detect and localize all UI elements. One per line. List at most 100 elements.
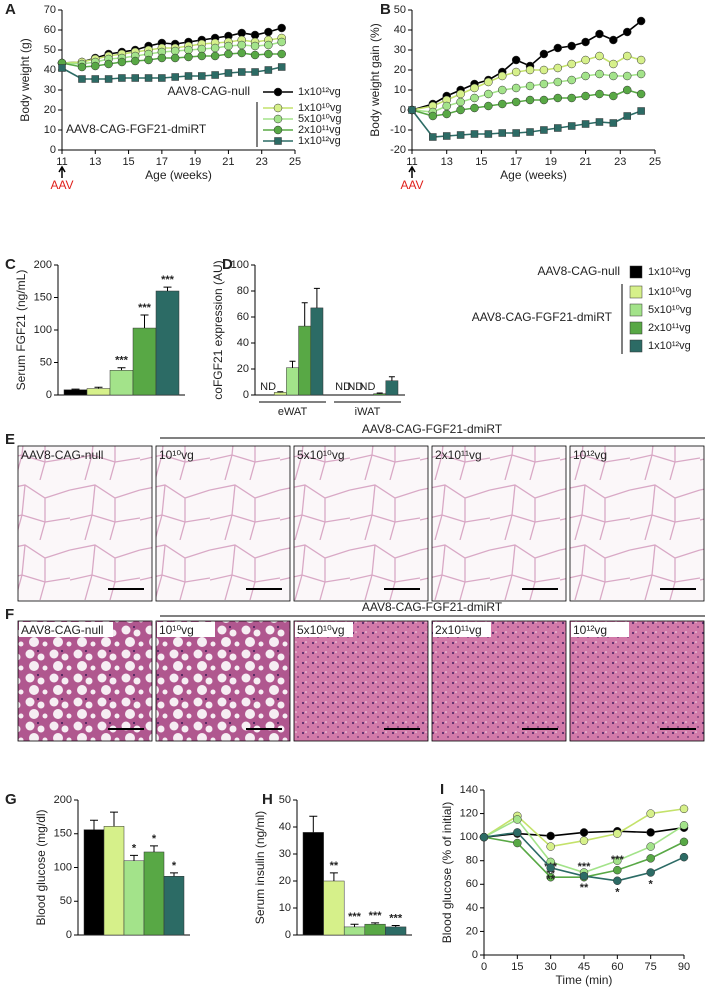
label-bg <box>433 622 491 637</box>
legend-label: 2x10¹¹vg <box>298 124 341 136</box>
bar <box>123 860 145 936</box>
error-bar <box>309 815 318 833</box>
data-point <box>622 51 632 61</box>
image-label: 10¹²vg <box>573 623 607 637</box>
data-point <box>484 77 493 87</box>
y-tick-label: 120 <box>460 807 478 819</box>
image-label: 2x10¹¹vg <box>435 623 482 637</box>
micrograph <box>17 620 153 742</box>
data-point <box>554 124 562 132</box>
data-point <box>525 95 535 105</box>
data-point <box>567 59 576 69</box>
legend-marker <box>273 87 283 97</box>
data-point <box>525 81 535 91</box>
x-tick-label: 17 <box>156 156 168 168</box>
bar <box>385 926 407 936</box>
data-point <box>579 836 589 845</box>
x-tick-label: 13 <box>89 156 101 168</box>
y-tick-label: 150 <box>54 828 72 840</box>
y-tick-label: -20 <box>390 144 406 156</box>
error-bar <box>388 376 395 381</box>
y-tick-label: 140 <box>460 784 478 796</box>
y-tick-label: 100 <box>54 861 72 873</box>
x-tick-label: 11 <box>56 156 67 168</box>
group-label: AAV8-CAG-FGF21-dmiRT <box>362 422 503 436</box>
y-tick-label: 20 <box>237 363 249 375</box>
data-point <box>210 43 220 53</box>
data-point <box>579 828 589 837</box>
legend-swatch <box>629 285 643 299</box>
y-tick-label: 100 <box>460 831 478 843</box>
y-tick-label: 0 <box>243 389 249 401</box>
legend-label: 1x10¹⁰vg <box>648 286 692 298</box>
data-point <box>567 75 576 85</box>
micrograph <box>293 620 429 742</box>
data-point <box>184 52 193 62</box>
data-point <box>553 43 563 53</box>
data-point <box>456 89 465 99</box>
data-point <box>546 842 555 851</box>
data-point <box>184 72 193 80</box>
x-tick-label: 21 <box>222 156 234 168</box>
data-point <box>250 50 260 60</box>
x-tick-label: 25 <box>649 156 661 168</box>
y-tick-label: 0 <box>472 949 478 961</box>
x-tick-label: 45 <box>578 961 590 973</box>
panel-letter: C <box>5 256 16 273</box>
x-tick-label: 23 <box>614 156 626 168</box>
y-tick-label: 0 <box>46 389 52 401</box>
value-label: ND <box>360 381 376 393</box>
bar <box>273 392 287 396</box>
data-point <box>609 35 618 45</box>
x-tick-label: 13 <box>441 156 453 168</box>
panel-letter: A <box>5 1 16 18</box>
y-tick-label: 80 <box>237 285 249 297</box>
data-point <box>539 79 549 89</box>
label-bg <box>295 622 353 637</box>
data-point <box>526 128 534 136</box>
error-bar <box>170 872 178 877</box>
data-point <box>198 72 206 80</box>
x-tick-label: 11 <box>406 156 417 168</box>
x-tick-label: iWAT <box>355 406 381 418</box>
data-point <box>498 71 507 81</box>
error-bar <box>329 872 338 881</box>
data-point <box>408 106 416 114</box>
data-point <box>679 821 689 830</box>
data-point <box>277 23 286 33</box>
bar <box>302 832 324 936</box>
data-point <box>553 63 563 73</box>
data-point <box>679 804 689 814</box>
data-point <box>511 67 521 77</box>
bar <box>310 307 324 396</box>
legend-label: 5x10¹⁰vg <box>298 113 342 125</box>
error-bar <box>140 314 149 329</box>
bar <box>163 876 185 936</box>
data-point <box>636 69 646 79</box>
data-point <box>157 53 167 63</box>
bar <box>63 389 88 396</box>
data-point <box>197 51 207 61</box>
x-tick-label: 15 <box>122 156 134 168</box>
y-tick-label: 100 <box>231 259 249 271</box>
legend-marker <box>274 137 282 145</box>
data-point <box>277 37 286 47</box>
y-tick-label: 40 <box>44 64 56 76</box>
data-point <box>525 65 535 75</box>
error-bar <box>313 287 320 308</box>
label-bg <box>157 622 215 637</box>
data-point <box>118 74 126 82</box>
data-point <box>277 63 286 71</box>
x-axis-label: Age (weeks) <box>145 168 212 182</box>
data-point <box>77 62 87 72</box>
data-point <box>623 112 631 120</box>
y-tick-label: 10 <box>44 124 56 136</box>
y-tick-label: 0 <box>66 929 72 941</box>
data-point <box>237 68 246 76</box>
data-point <box>613 876 622 885</box>
data-point <box>429 133 437 141</box>
label-bg <box>571 622 629 637</box>
x-tick-label: 15 <box>511 961 523 973</box>
legend-label: 2x10¹¹vg <box>648 322 691 334</box>
